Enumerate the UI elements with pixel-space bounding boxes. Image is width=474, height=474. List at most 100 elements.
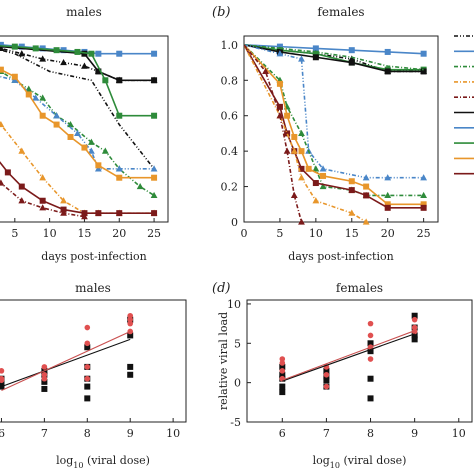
series-8-point: [81, 144, 88, 151]
series-11-point: [81, 213, 88, 220]
series-9-point: [0, 120, 5, 128]
x-tick-label: 8: [84, 427, 91, 440]
series-4-point: [102, 77, 109, 84]
red-point: [84, 340, 91, 347]
series-line-5: [244, 44, 424, 71]
x-tick-label: 20: [381, 227, 395, 240]
series-9-point: [39, 174, 47, 181]
series-6-point: [319, 165, 327, 172]
plot-frame: [243, 35, 439, 223]
series-line-1: [244, 44, 424, 55]
series-11-point: [290, 191, 298, 199]
chart-title: males: [66, 5, 102, 19]
y-tick-label: 1.0: [221, 39, 239, 52]
panel-label: (d): [212, 281, 230, 296]
x-tick-label: 7: [323, 427, 330, 440]
series-8-point: [11, 73, 18, 80]
x-tick-label: 0: [241, 227, 248, 240]
fit-line-2: [1, 330, 131, 392]
y-tick-label: 5: [234, 337, 241, 350]
red-point: [279, 356, 286, 362]
black-point: [367, 375, 374, 382]
y-tick-label: 0.2: [221, 181, 239, 194]
series-line-6: [244, 44, 424, 179]
series-4-point: [74, 48, 81, 55]
plot-frame: [246, 299, 473, 423]
panel-b-legend: [454, 35, 474, 175]
x-axis-label: days post-infection: [41, 250, 146, 263]
series-7-point: [115, 165, 123, 172]
series-2-point: [18, 50, 26, 57]
black-point: [411, 332, 418, 339]
series-8-point: [151, 174, 158, 181]
series-9-point: [298, 165, 305, 172]
black-point: [0, 381, 5, 388]
red-point: [411, 328, 418, 335]
series-8-point: [0, 66, 4, 73]
series-4-point: [116, 112, 123, 119]
series-8-point: [39, 112, 46, 119]
series-6-point: [67, 120, 74, 128]
series-3-point: [151, 77, 158, 84]
series-11-point: [298, 218, 305, 225]
series-9-point: [276, 103, 283, 110]
red-point: [0, 377, 5, 384]
panel-d-viral-load-females: females (d) 6 7 8 9 10 -5 0 5 10 log10 (viral dose)…: [212, 281, 473, 470]
series-1-point: [0, 41, 4, 48]
series-7-point: [94, 165, 102, 172]
series-8-point: [95, 162, 102, 169]
series-2-point: [81, 62, 88, 69]
series-1-point: [384, 48, 391, 55]
series-10-point: [312, 197, 320, 204]
panel-b-survival-females: females (b) 0 5 10 15 20 25 0 0.2 0.4 0.6 0.8 1.0 days…: [212, 5, 439, 263]
x-tick-label: 10: [452, 427, 466, 440]
red-point: [367, 356, 374, 362]
y-tick-label: 0: [231, 216, 238, 229]
series-line-6: [0, 70, 155, 197]
plot-frame: [0, 299, 187, 423]
red-point: [367, 332, 374, 339]
x-tick-label: 25: [417, 227, 431, 240]
red-point: [411, 316, 418, 323]
black-point: [41, 378, 48, 385]
series-7-point: [74, 129, 81, 137]
x-tick-label: 8: [367, 427, 374, 440]
red-point: [41, 375, 48, 382]
series-3-point: [116, 77, 123, 84]
series-line-10: [0, 161, 155, 214]
y-tick-label: 0: [234, 377, 241, 390]
red-point: [127, 320, 134, 327]
series-11-point: [276, 112, 284, 119]
red-point: [279, 368, 286, 374]
series-7-point: [312, 165, 320, 172]
series-9-point: [312, 180, 319, 187]
y-tick-label: 0.8: [221, 74, 239, 87]
black-point: [279, 383, 286, 390]
series-11-point: [283, 147, 291, 154]
series-10-point: [4, 169, 11, 176]
series-1-point: [151, 50, 158, 57]
chart-title: females: [317, 5, 364, 19]
series-1-point: [420, 50, 427, 57]
series-7-point: [53, 112, 60, 119]
series-6-point: [101, 147, 109, 154]
series-7-point: [11, 76, 19, 83]
red-point: [323, 383, 330, 390]
series-7-point: [298, 129, 305, 137]
y-tick-label: 10: [227, 298, 241, 311]
series-group: [244, 43, 428, 225]
y-tick-label: 0.4: [221, 145, 239, 158]
series-1-point: [95, 50, 102, 57]
series-3-point: [312, 50, 319, 57]
series-8-point: [320, 172, 327, 179]
series-9-point: [60, 197, 67, 204]
red-point: [84, 375, 91, 382]
red-point: [41, 364, 48, 370]
series-8-point: [67, 133, 74, 140]
series-11-point: [39, 204, 47, 211]
series-7-point: [384, 191, 392, 199]
series-7-point: [32, 94, 40, 101]
series-line-9: [244, 44, 424, 209]
chart-title: males: [75, 281, 111, 295]
